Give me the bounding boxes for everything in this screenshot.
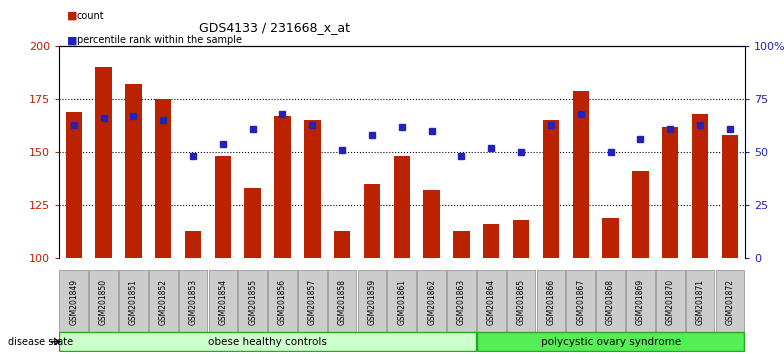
Bar (566, 270, 595, 335)
Bar (66, 112, 82, 258)
Bar (119, 270, 147, 335)
Text: GSM201855: GSM201855 (249, 279, 257, 325)
Bar (358, 270, 387, 335)
Bar (536, 270, 565, 335)
Bar (245, 188, 261, 258)
Bar (179, 270, 207, 335)
Text: GSM201852: GSM201852 (158, 279, 168, 325)
Bar (662, 127, 678, 258)
Text: polycystic ovary syndrome: polycystic ovary syndrome (540, 337, 681, 347)
Bar (722, 135, 738, 258)
Bar (89, 270, 118, 335)
Text: percentile rank within the sample: percentile rank within the sample (77, 35, 241, 45)
Text: GSM201868: GSM201868 (606, 279, 615, 325)
Bar (298, 270, 327, 335)
Bar (626, 270, 655, 335)
Bar (328, 270, 357, 335)
Text: obese healthy controls: obese healthy controls (208, 337, 327, 347)
Text: GSM201851: GSM201851 (129, 279, 138, 325)
Bar (334, 231, 350, 258)
Text: GSM201869: GSM201869 (636, 279, 645, 325)
Text: GSM201854: GSM201854 (218, 279, 227, 325)
Bar (453, 231, 470, 258)
Bar (185, 231, 201, 258)
Bar (274, 116, 291, 258)
Bar (477, 332, 744, 351)
Text: GSM201871: GSM201871 (695, 279, 705, 325)
Bar (506, 270, 535, 335)
Text: GSM201867: GSM201867 (576, 279, 586, 325)
Text: GSM201856: GSM201856 (278, 279, 287, 325)
Bar (155, 99, 172, 258)
Text: GSM201858: GSM201858 (338, 279, 347, 325)
Text: count: count (77, 11, 104, 21)
Bar (238, 270, 267, 335)
Text: GSM201859: GSM201859 (368, 279, 376, 325)
Text: GSM201872: GSM201872 (725, 279, 735, 325)
Bar (572, 91, 589, 258)
Bar (268, 270, 297, 335)
Bar (60, 332, 476, 351)
Bar (513, 220, 529, 258)
Text: disease state: disease state (8, 337, 73, 347)
Bar (215, 156, 231, 258)
Bar (364, 184, 380, 258)
Bar (632, 171, 648, 258)
Bar (602, 218, 619, 258)
Text: GSM201849: GSM201849 (69, 279, 78, 325)
Bar (60, 270, 88, 335)
Text: GSM201850: GSM201850 (99, 279, 108, 325)
Bar (96, 67, 112, 258)
Text: GDS4133 / 231668_x_at: GDS4133 / 231668_x_at (199, 21, 350, 34)
Text: GSM201866: GSM201866 (546, 279, 555, 325)
Text: GSM201853: GSM201853 (188, 279, 198, 325)
Bar (686, 270, 714, 335)
Bar (656, 270, 684, 335)
Bar (423, 190, 440, 258)
Bar (716, 270, 744, 335)
Text: GSM201865: GSM201865 (517, 279, 525, 325)
Text: GSM201857: GSM201857 (308, 279, 317, 325)
Bar (304, 120, 321, 258)
Text: GSM201870: GSM201870 (666, 279, 675, 325)
Bar (125, 84, 142, 258)
Text: ■: ■ (67, 35, 77, 45)
Bar (477, 270, 506, 335)
Text: GSM201864: GSM201864 (487, 279, 495, 325)
Bar (387, 270, 416, 335)
Bar (417, 270, 446, 335)
Bar (394, 156, 410, 258)
Text: ■: ■ (67, 11, 77, 21)
Bar (483, 224, 499, 258)
Bar (209, 270, 237, 335)
Bar (149, 270, 177, 335)
Text: GSM201861: GSM201861 (397, 279, 406, 325)
Bar (691, 114, 708, 258)
Bar (447, 270, 476, 335)
Text: GSM201862: GSM201862 (427, 279, 436, 325)
Bar (597, 270, 625, 335)
Bar (543, 120, 559, 258)
Text: GSM201863: GSM201863 (457, 279, 466, 325)
